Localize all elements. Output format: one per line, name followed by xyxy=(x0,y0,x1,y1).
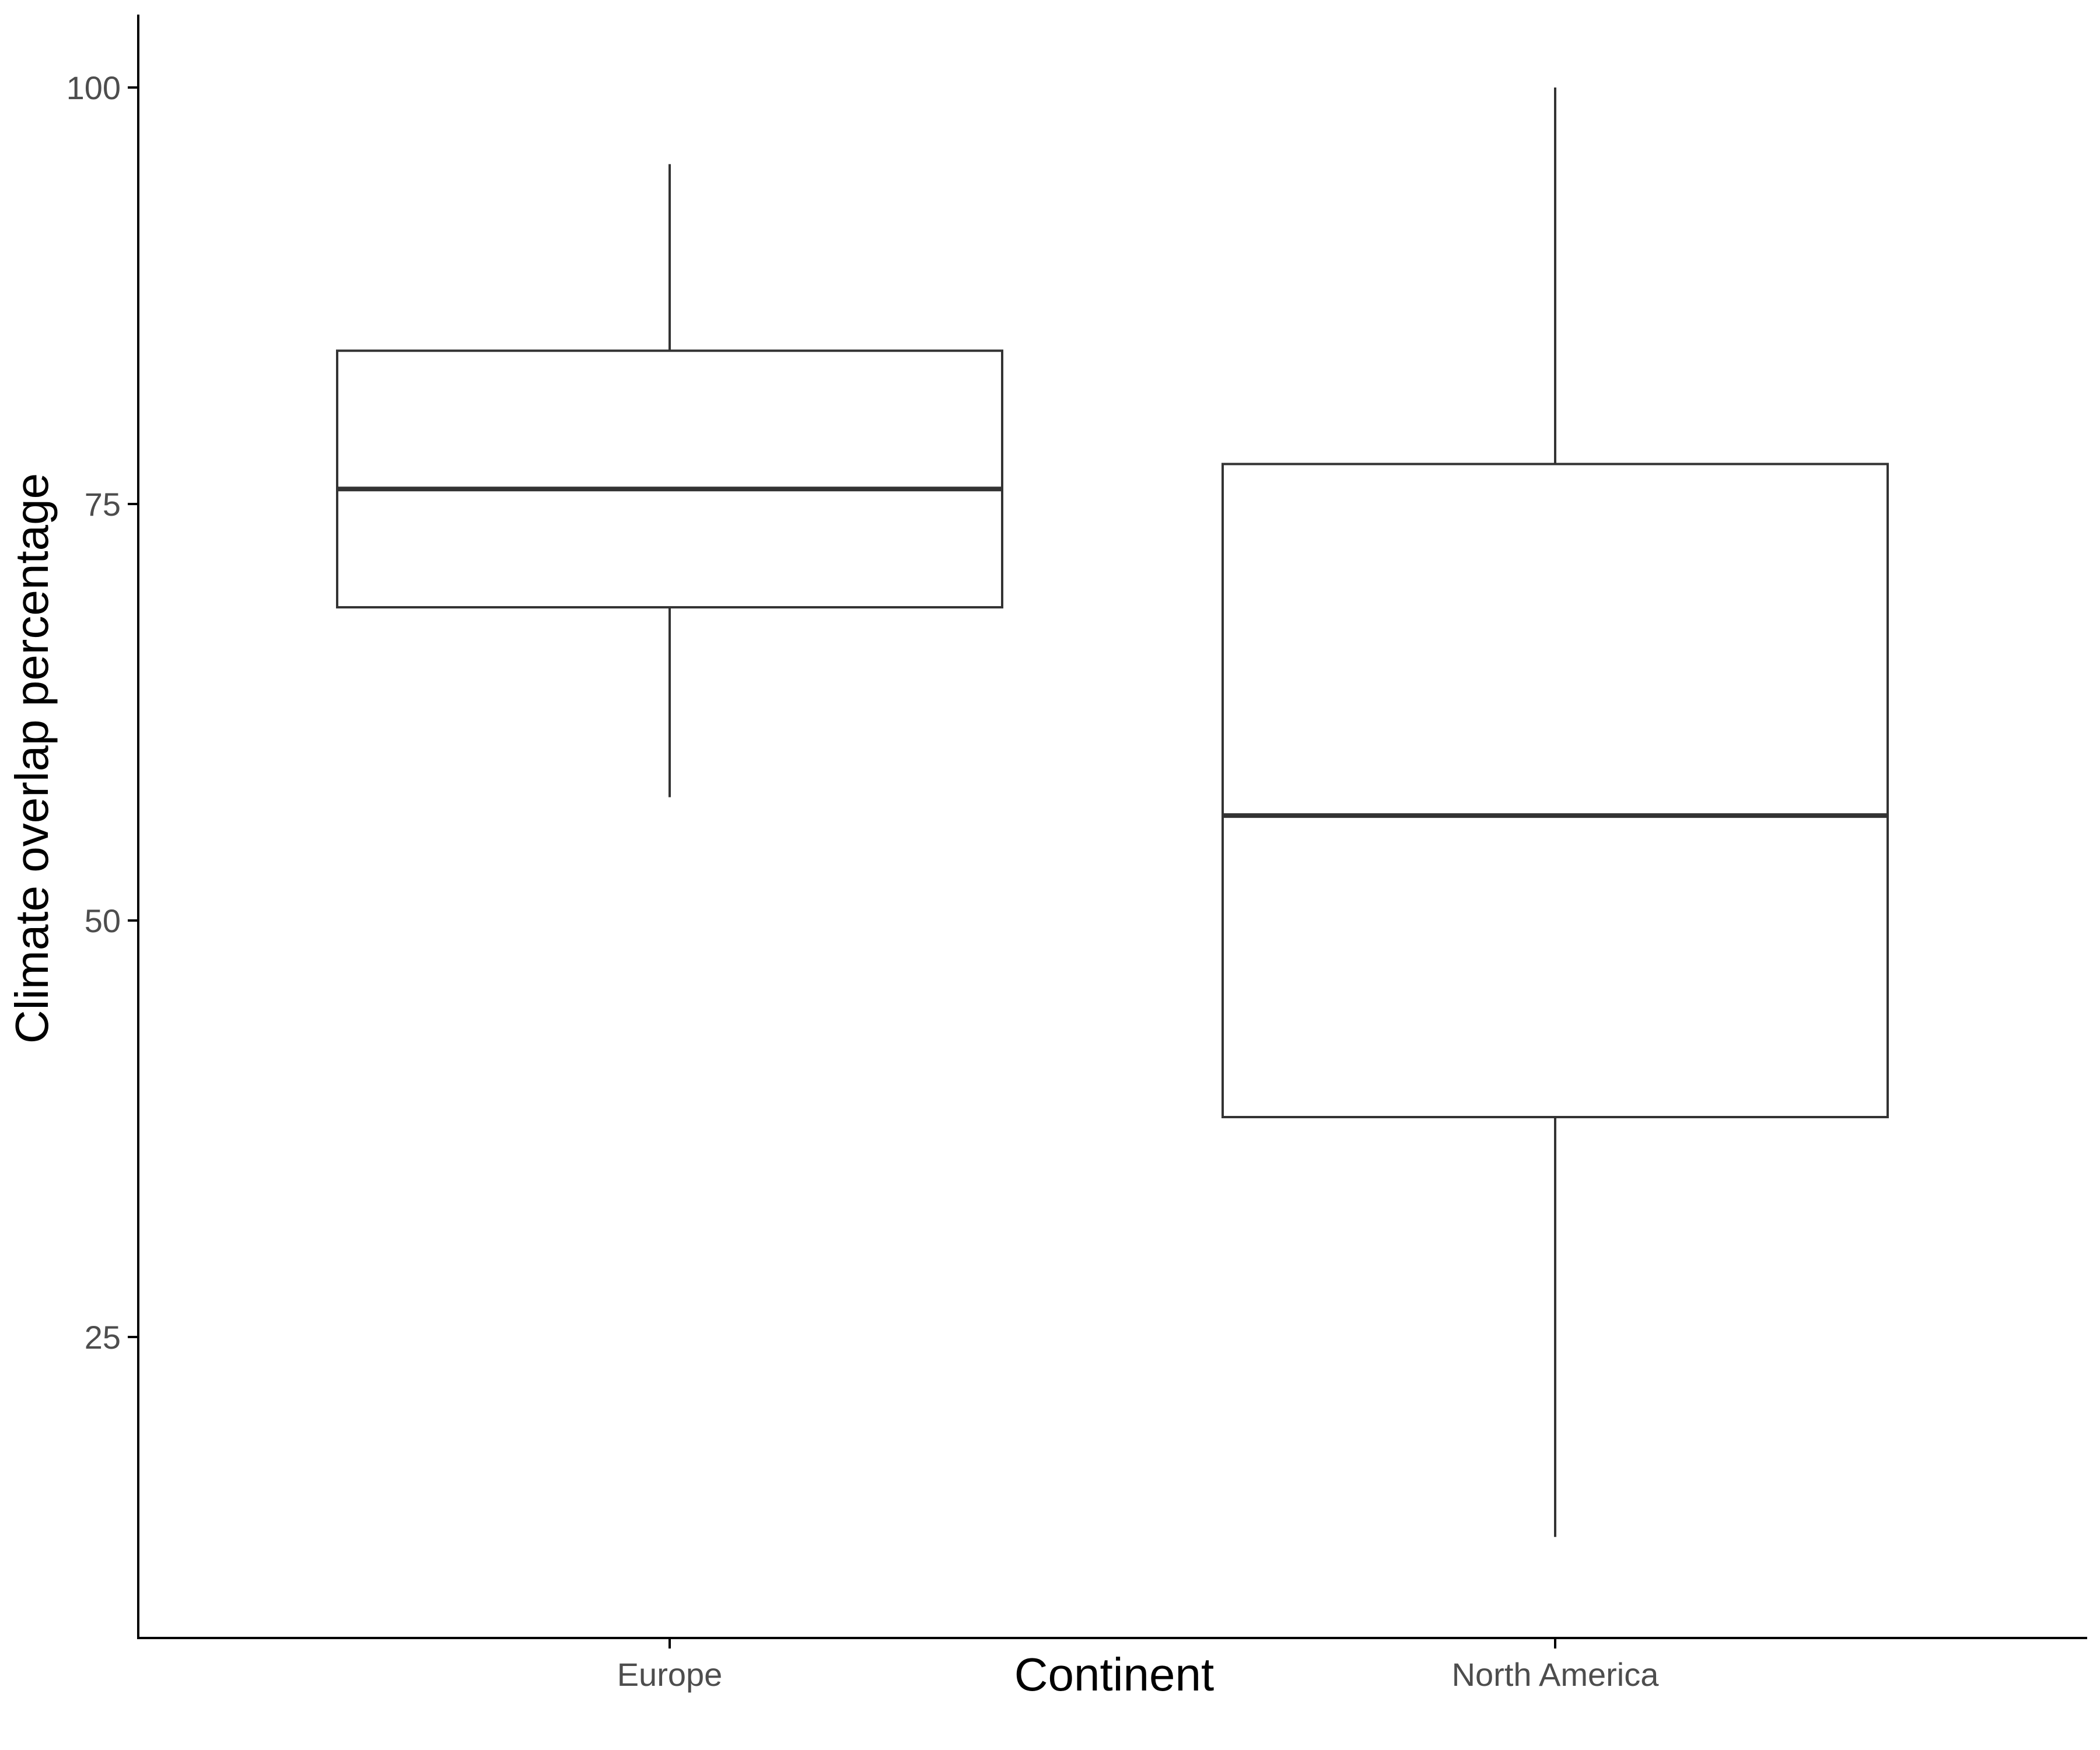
y-tick-label-25: 25 xyxy=(85,1319,121,1356)
y-tick-label-100: 100 xyxy=(66,69,121,106)
x-tick-label-north-america: North America xyxy=(1452,1656,1660,1693)
axes-layer xyxy=(137,15,2087,1639)
x-axis-title: Continent xyxy=(1014,1648,1214,1700)
x-tick-label-europe: Europe xyxy=(617,1656,723,1693)
iqr-box-north-america xyxy=(1222,463,1889,1119)
ticks-layer: 25 50 75 100 Europe North America xyxy=(66,69,1660,1693)
boxes-layer xyxy=(336,88,1889,1537)
y-axis-title: Climate overlap percentage xyxy=(6,473,58,1044)
box-north-america xyxy=(1222,88,1889,1537)
box-europe xyxy=(336,164,1003,797)
y-tick-label-50: 50 xyxy=(85,902,121,939)
iqr-box-europe xyxy=(336,349,1003,609)
y-tick-label-75: 75 xyxy=(85,486,121,523)
